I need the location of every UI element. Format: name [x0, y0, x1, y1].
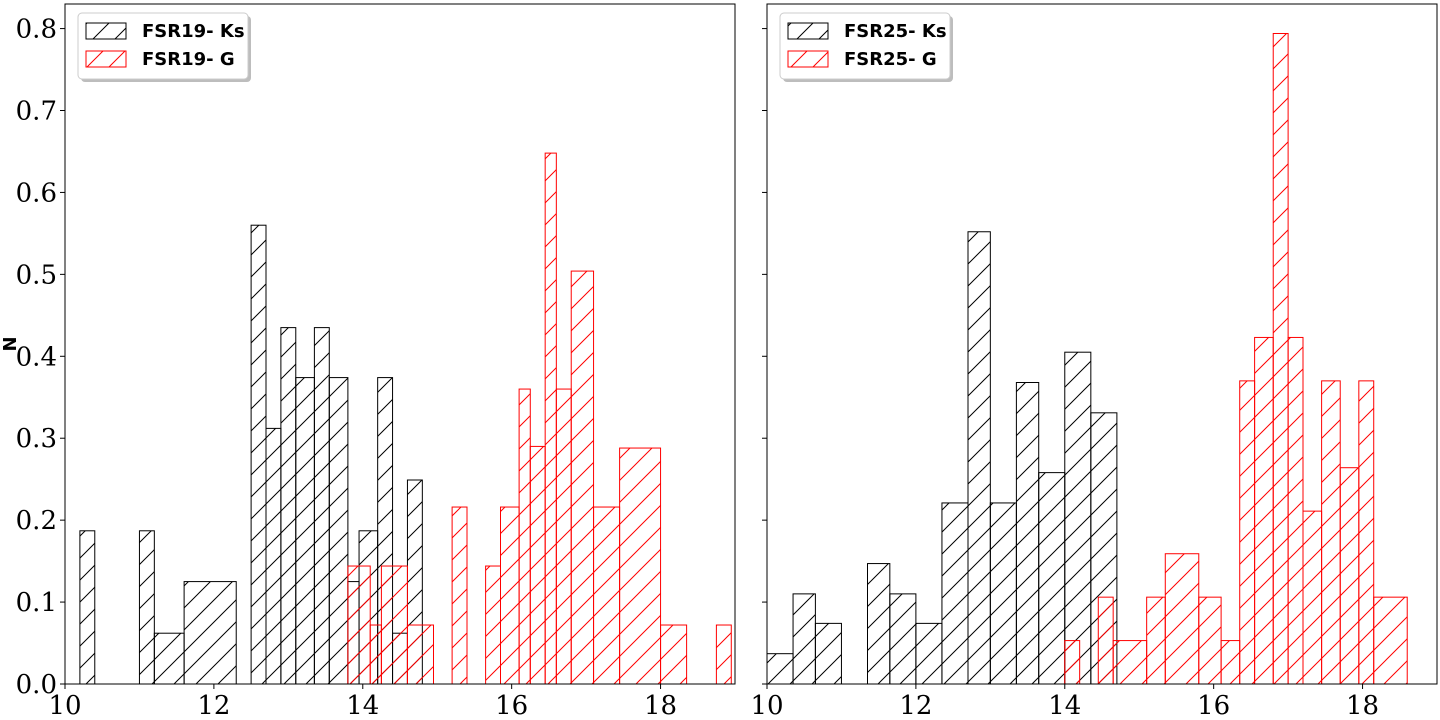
bar-ks-6	[941, 502, 969, 685]
x-ticks: 10 12 14 16 18	[48, 684, 677, 720]
y-tick-label: 0.0	[16, 670, 57, 700]
bar-ks-2	[153, 632, 185, 685]
x-tick-label: 14	[1048, 691, 1081, 720]
bar-g-14	[660, 624, 688, 685]
y-tick-label: 0.7	[16, 97, 57, 127]
bar-ks-7	[967, 231, 991, 685]
axes-frame	[64, 3, 736, 685]
y-tick-label: 0.3	[16, 424, 57, 454]
bar-ks-11	[1064, 351, 1092, 685]
bar-g-15	[1373, 596, 1408, 685]
bar-ks-10	[1038, 472, 1066, 685]
x-tick-label: 14	[346, 691, 379, 720]
bar-g-1	[369, 624, 382, 685]
bar-ks-0	[766, 653, 794, 685]
bar-ks-8	[313, 327, 330, 685]
legend-label: FSR25- G	[844, 49, 937, 70]
legend: FSR19- Ks FSR19- G	[77, 12, 251, 82]
y-tick-label: 0.4	[16, 342, 57, 372]
bar-ks-1	[138, 530, 155, 685]
legend: FSR25- Ks FSR25- G	[779, 12, 953, 82]
bar-g-1	[1097, 596, 1114, 685]
bar-ks-9	[1015, 382, 1040, 685]
bar-g-6	[500, 506, 520, 685]
y-tick-label: 0.1	[16, 588, 57, 618]
axes-frame	[766, 3, 1438, 685]
bar-g-7	[518, 388, 531, 685]
y-ticks: 0.0 0.1 0.2 0.3 0.4 0.5 0.6 0.7 0.8	[16, 15, 65, 700]
bar-g-5	[1198, 596, 1222, 685]
bar-ks-3	[183, 581, 237, 685]
x-tick-label: 12	[197, 691, 230, 720]
y-tick-label: 0.6	[16, 178, 57, 208]
bar-g-8	[1254, 336, 1274, 685]
bar-g-2	[1112, 640, 1148, 685]
y-tick-label: 0.5	[16, 260, 57, 290]
bar-g-10	[555, 388, 572, 685]
bar-g-13	[1339, 467, 1360, 685]
x-ticks: 10 12 14 16 18	[750, 684, 1379, 720]
bar-ks-5	[265, 427, 282, 685]
bar-g-8	[529, 445, 546, 685]
x-tick-label: 16	[495, 691, 528, 720]
x-tick-label: 10	[48, 691, 81, 720]
bars-group	[766, 32, 1408, 685]
bar-g-10	[1287, 336, 1304, 685]
y-axis-label: N	[0, 336, 21, 351]
legend-swatch	[787, 50, 829, 68]
bar-g-0	[347, 565, 371, 685]
bar-ks-2	[814, 622, 842, 685]
bar-g-5	[485, 565, 502, 685]
legend-label: FSR19- Ks	[142, 21, 245, 42]
bar-g-9	[544, 152, 557, 685]
bar-g-2	[380, 565, 408, 685]
y-tick-label: 0.2	[16, 506, 57, 536]
bars-group	[79, 152, 732, 685]
histogram-panel-fsr25: 10 12 14 16 18 FSR25- Ks FSR25- G	[750, 3, 1438, 720]
bar-g-11	[1302, 510, 1323, 685]
bar-ks-1	[792, 593, 816, 685]
bar-g-15	[715, 624, 732, 685]
bar-g-6	[1220, 640, 1241, 685]
bar-g-14	[1358, 380, 1375, 685]
bar-g-12	[593, 506, 621, 685]
bar-g-4	[451, 506, 468, 685]
bar-g-4	[1164, 553, 1200, 685]
bar-ks-4	[889, 593, 917, 685]
x-tick-label: 12	[899, 691, 932, 720]
legend-swatch	[85, 22, 127, 40]
x-tick-label: 18	[1346, 691, 1379, 720]
histogram-panel-fsr19: 10 12 14 16 18 0.0 0.1 0.2 0.3 0.4 0.5 0.6 0.7 0.8 N…	[0, 3, 736, 720]
bar-ks-8	[989, 502, 1017, 685]
bar-g-3	[406, 624, 435, 685]
bar-g-0	[1064, 640, 1081, 685]
bar-ks-4	[250, 224, 267, 685]
x-tick-label: 18	[644, 691, 677, 720]
bar-g-9	[1272, 32, 1289, 685]
bar-g-3	[1146, 596, 1166, 685]
bar-ks-0	[79, 530, 96, 685]
bar-ks-9	[328, 377, 349, 685]
legend-label: FSR25- Ks	[844, 21, 947, 42]
bar-g-13	[619, 447, 662, 685]
bar-ks-6	[280, 327, 297, 685]
bar-ks-3	[867, 563, 891, 685]
x-tick-label: 16	[1197, 691, 1230, 720]
bar-ks-5	[915, 622, 943, 685]
bar-g-11	[570, 270, 595, 685]
y-tick-label: 0.8	[16, 15, 57, 45]
bar-g-7	[1239, 380, 1256, 685]
x-tick-label: 10	[750, 691, 783, 720]
bar-g-12	[1321, 380, 1341, 685]
y-ticks	[762, 28, 767, 685]
bar-ks-7	[295, 377, 315, 685]
legend-label: FSR19- G	[142, 49, 235, 70]
legend-swatch	[787, 22, 829, 40]
legend-swatch	[85, 50, 127, 68]
